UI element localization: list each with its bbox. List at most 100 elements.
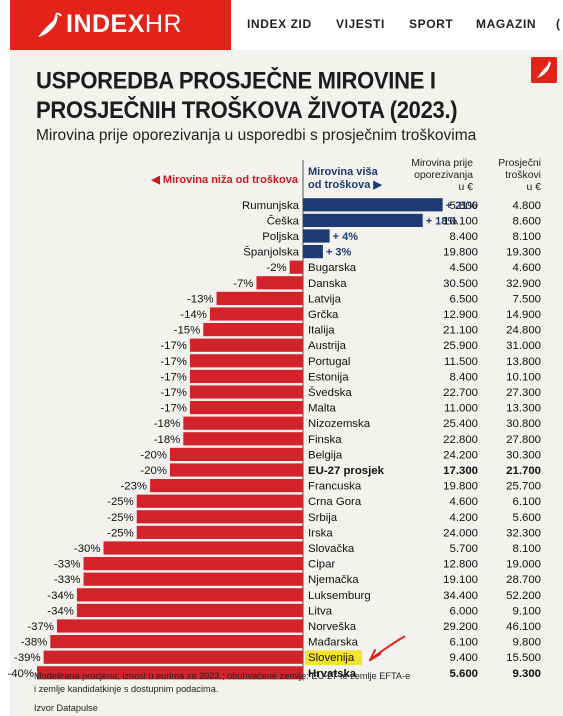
nav-vijesti[interactable]: VIJESTI	[336, 17, 385, 31]
category-label: Norveška	[308, 621, 357, 633]
category-label: Finska	[308, 434, 342, 446]
value-label: -25%	[107, 527, 134, 539]
cost-value: 52.200	[506, 590, 541, 602]
pension-value: 19.100	[443, 574, 478, 586]
value-label: -2%	[266, 262, 286, 274]
cost-value: 24.800	[506, 325, 541, 337]
category-label: Poljska	[262, 231, 299, 243]
cost-value: 8.100	[512, 543, 541, 555]
pension-value: 34.400	[443, 590, 478, 602]
value-label: -23%	[120, 481, 147, 493]
cost-value: 30.800	[506, 418, 541, 430]
pension-value: 8.400	[449, 371, 478, 383]
cost-column-header: u €	[527, 182, 542, 193]
pension-value: 25.900	[443, 340, 478, 352]
pension-value: 11.500	[444, 356, 478, 368]
value-label: -25%	[107, 512, 134, 524]
value-label: + 3%	[326, 247, 352, 259]
pension-value: 19.800	[443, 481, 478, 493]
value-label: -40%	[7, 668, 34, 680]
bar	[256, 276, 303, 290]
pension-value: 24.000	[443, 527, 478, 539]
value-label: + 18%	[426, 215, 458, 227]
cost-value: 4.800	[512, 200, 541, 212]
cost-column-header: Prosječni	[498, 158, 541, 169]
category-label: Rumunjska	[242, 200, 300, 212]
chili-icon	[38, 12, 62, 37]
pension-value: 19.800	[443, 247, 478, 259]
bar	[183, 432, 303, 446]
value-label: -34%	[47, 590, 74, 602]
category-label: Češka	[267, 214, 300, 227]
cost-value: 7.500	[512, 293, 541, 305]
bar	[56, 619, 304, 633]
category-label: Crna Gora	[308, 496, 362, 508]
category-label: Španjolska	[243, 246, 299, 259]
cost-value: 28.700	[506, 574, 541, 586]
pension-value: 22.800	[443, 434, 478, 446]
bar	[136, 510, 303, 524]
pension-value: 22.700	[443, 387, 478, 399]
bar	[43, 650, 304, 664]
pension-value: 9.400	[449, 652, 478, 664]
category-label: Hrvatska	[308, 668, 357, 680]
cost-value: 27.300	[506, 387, 541, 399]
cost-value: 15.500	[506, 652, 541, 664]
bar	[136, 525, 303, 539]
bar	[83, 557, 303, 571]
value-label: -39%	[14, 652, 41, 664]
category-label: Cipar	[308, 559, 335, 571]
logo-main: INDEX	[66, 10, 145, 38]
left-direction-label: ◀ Mirovina niža od troškova	[150, 174, 298, 186]
category-label: Slovenija	[308, 652, 355, 664]
chili-badge-icon	[531, 57, 557, 83]
nav-magazin[interactable]: MAGAZIN	[476, 17, 537, 31]
bar	[170, 463, 303, 477]
pension-value: 5.800	[449, 200, 478, 212]
source: Izvor Datapulse	[34, 703, 98, 713]
category-label: Italija	[308, 325, 335, 337]
category-label: Litva	[308, 605, 333, 617]
cost-value: 13.300	[506, 403, 541, 415]
cost-value: 30.300	[506, 449, 541, 461]
cost-value: 25.700	[506, 481, 541, 493]
nav-index-zid[interactable]: INDEX ZID	[247, 17, 312, 31]
bar	[189, 338, 303, 352]
cost-value: 6.100	[512, 496, 541, 508]
bar	[303, 213, 423, 227]
footnote: Modelirana procjena; iznosi u eurima za …	[34, 671, 411, 694]
value-label: -7%	[233, 278, 253, 290]
value-label: + 21%	[446, 200, 478, 212]
bar	[303, 229, 330, 243]
bar	[136, 494, 303, 508]
chart-subtitle: Mirovina prije oporezivanja u usporedbi …	[36, 127, 477, 144]
bar	[203, 323, 303, 337]
cost-column-header: troškovi	[505, 170, 541, 181]
pension-value: 11.000	[444, 403, 478, 415]
cost-value: 19.000	[506, 559, 541, 571]
value-label: -37%	[27, 621, 54, 633]
pension-value: 6.500	[449, 293, 478, 305]
pension-value: 5.700	[449, 543, 478, 555]
nav-more[interactable]: (	[556, 17, 561, 31]
nav-sport[interactable]: SPORT	[409, 17, 454, 31]
pension-value: 5.600	[449, 668, 478, 680]
bar	[150, 479, 303, 493]
category-label: Luksemburg	[308, 590, 371, 602]
pension-column-header: u €	[459, 182, 474, 193]
value-label: -17%	[160, 356, 187, 368]
site-logo[interactable]: INDEXHR	[10, 0, 231, 50]
pension-value: 6.000	[449, 605, 478, 617]
bar	[209, 307, 303, 321]
value-label: -25%	[107, 496, 134, 508]
cost-value: 21.700	[506, 465, 541, 477]
category-label: Bugarska	[308, 262, 357, 274]
value-label: -33%	[54, 559, 81, 571]
value-label: -13%	[187, 293, 214, 305]
pension-column-header: Mirovina prije	[411, 158, 473, 169]
cost-value: 8.100	[512, 231, 541, 243]
cost-value: 46.100	[506, 621, 541, 633]
pension-value: 4.200	[449, 512, 478, 524]
category-label: Francuska	[308, 481, 362, 493]
category-label: Mađarska	[308, 637, 359, 649]
